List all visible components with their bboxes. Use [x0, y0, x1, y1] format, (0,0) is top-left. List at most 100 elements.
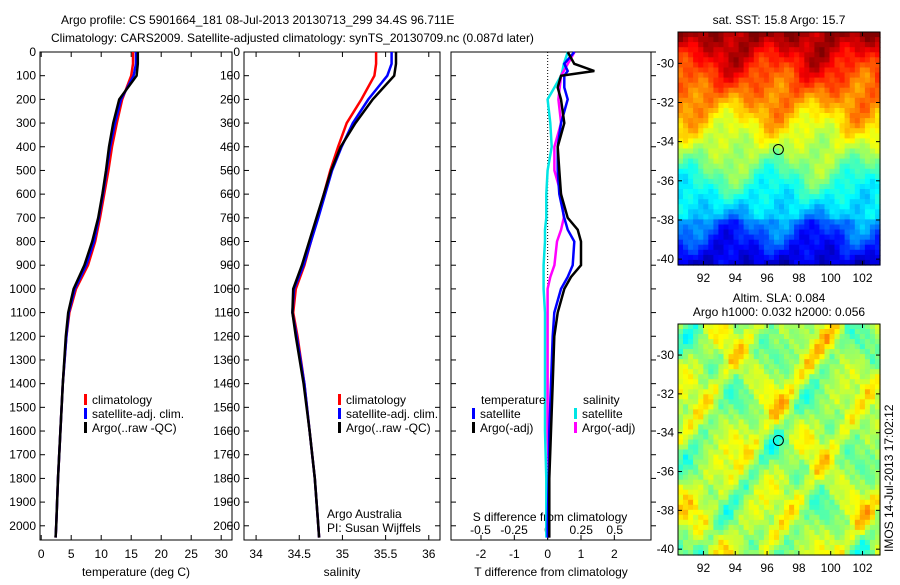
map-cell	[733, 47, 740, 53]
map-cell	[703, 219, 709, 226]
map-cell	[809, 168, 815, 175]
map-cell	[768, 444, 775, 451]
map-cell	[743, 519, 750, 526]
map-cell	[814, 244, 820, 251]
depth-tick-label: 1600	[213, 424, 240, 438]
map-cell	[849, 489, 856, 496]
depth-tick-label: 0	[233, 45, 240, 59]
map-cell	[743, 37, 750, 43]
map-cell	[748, 379, 755, 385]
map-cell	[849, 339, 856, 345]
map-cell	[854, 153, 861, 160]
map-cell	[869, 168, 876, 175]
map-cell	[678, 354, 684, 360]
map-cell	[774, 409, 780, 415]
map-cell	[774, 77, 780, 84]
map-cell	[854, 504, 861, 511]
map-cell	[743, 524, 750, 531]
map-cell	[834, 454, 841, 461]
map-cell	[748, 128, 755, 134]
map-cell	[743, 374, 750, 380]
legend-swatch	[574, 408, 577, 419]
map-cell	[779, 37, 785, 43]
map-cell	[733, 214, 740, 220]
map-cell	[824, 454, 831, 461]
map-cell	[723, 399, 730, 405]
lon-tick-label: 96	[760, 561, 774, 575]
map-cell	[763, 389, 770, 395]
map-cell	[713, 133, 719, 139]
map-cell	[693, 163, 699, 170]
map-cell	[834, 409, 841, 415]
map-cell	[753, 374, 760, 380]
map-cell	[794, 469, 800, 476]
map-cell	[854, 249, 861, 256]
map-cell	[693, 47, 699, 53]
map-cell	[738, 545, 745, 551]
map-cell	[784, 550, 790, 556]
map-cell	[774, 354, 780, 360]
map-cell	[809, 163, 815, 170]
map-cell	[753, 324, 760, 330]
map-cell	[768, 133, 775, 139]
map-cell	[824, 419, 831, 425]
map-cell	[864, 239, 871, 246]
map-cell	[814, 102, 820, 109]
map-cell	[748, 209, 755, 215]
map-cell	[758, 108, 765, 114]
map-cell	[688, 244, 694, 251]
map-cell	[683, 369, 689, 375]
map-cell	[758, 384, 765, 390]
map-cell	[713, 534, 719, 541]
map-cell	[804, 52, 810, 58]
map-cell	[804, 389, 810, 395]
map-cell	[698, 534, 704, 541]
map-cell	[829, 329, 836, 335]
sst-map-title: sat. SST: 15.8 Argo: 15.7	[713, 13, 846, 27]
map-cell	[718, 484, 724, 491]
map-cell	[723, 244, 730, 251]
map-cell	[779, 459, 785, 466]
map-cell	[683, 379, 689, 385]
map-cell	[794, 404, 800, 410]
map-cell	[869, 189, 876, 195]
map-cell	[844, 339, 851, 345]
map-cell	[723, 439, 730, 446]
map-cell	[703, 138, 709, 145]
map-cell	[844, 539, 851, 546]
map-cell	[784, 494, 790, 501]
map-cell	[748, 52, 755, 58]
map-cell	[753, 399, 760, 405]
map-cell	[819, 329, 825, 335]
map-cell	[819, 444, 825, 451]
map-cell	[875, 234, 881, 241]
map-cell	[718, 173, 724, 180]
map-cell	[768, 364, 775, 370]
map-cell	[809, 153, 815, 160]
temperature-legend-label: climatology	[92, 393, 152, 407]
map-cell	[758, 153, 765, 160]
map-cell	[763, 163, 770, 170]
map-cell	[814, 148, 820, 155]
map-cell	[743, 454, 750, 461]
map-cell	[809, 108, 815, 114]
map-cell	[774, 394, 780, 400]
map-cell	[683, 168, 689, 175]
map-cell	[703, 194, 709, 200]
map-cell	[718, 479, 724, 486]
map-cell	[713, 539, 719, 546]
map-cell	[844, 474, 851, 481]
map-cell	[834, 138, 841, 145]
depth-tick-label: 800	[16, 235, 36, 249]
map-cell	[758, 454, 765, 461]
map-cell	[824, 509, 831, 516]
map-cell	[859, 224, 866, 231]
map-cell	[839, 529, 846, 536]
map-cell	[698, 92, 704, 99]
map-cell	[703, 37, 709, 43]
map-cell	[763, 72, 770, 79]
map-cell	[849, 138, 856, 145]
map-cell	[708, 389, 714, 395]
map-cell	[794, 219, 800, 226]
map-cell	[768, 524, 775, 531]
